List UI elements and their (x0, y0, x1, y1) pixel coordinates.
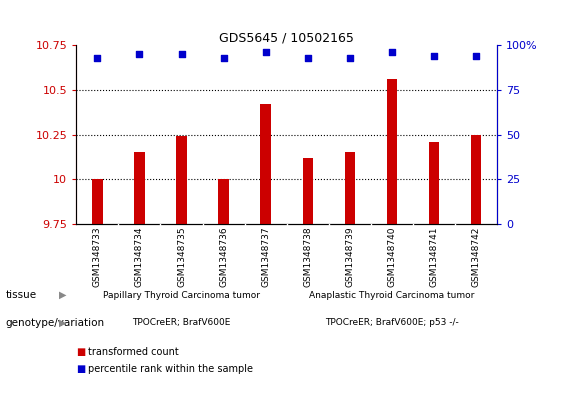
Text: GSM1348737: GSM1348737 (261, 227, 270, 288)
Point (219, 55, 228, 61)
Bar (134, 152, 145, 224)
Text: GSM1348736: GSM1348736 (219, 227, 228, 288)
Text: percentile rank within the sample: percentile rank within the sample (88, 364, 253, 375)
Title: GDS5645 / 10502165: GDS5645 / 10502165 (219, 31, 354, 44)
Bar (429, 142, 440, 224)
Text: GSM1348740: GSM1348740 (388, 227, 397, 287)
Text: GSM1348733: GSM1348733 (93, 227, 102, 288)
Bar (302, 158, 313, 224)
Bar (386, 79, 397, 224)
Bar (260, 104, 271, 224)
Text: TPOCreER; BrafV600E: TPOCreER; BrafV600E (132, 318, 231, 327)
Text: GSM1348742: GSM1348742 (472, 227, 481, 287)
Point (93, 55, 102, 61)
Point (135, 51, 144, 57)
Bar (345, 152, 355, 224)
Point (388, 49, 397, 55)
Text: transformed count: transformed count (88, 347, 179, 357)
Point (303, 55, 312, 61)
Text: ▶: ▶ (59, 290, 67, 300)
Text: tissue: tissue (6, 290, 37, 300)
Text: ▶: ▶ (59, 318, 67, 328)
Text: ■: ■ (76, 364, 85, 375)
Text: GSM1348735: GSM1348735 (177, 227, 186, 288)
Point (261, 49, 270, 55)
Text: Papillary Thyroid Carcinoma tumor: Papillary Thyroid Carcinoma tumor (103, 291, 260, 299)
Bar (471, 134, 481, 224)
Text: GSM1348739: GSM1348739 (345, 227, 354, 288)
Text: GSM1348738: GSM1348738 (303, 227, 312, 288)
Bar (176, 136, 187, 224)
Point (345, 55, 354, 61)
Text: GSM1348734: GSM1348734 (135, 227, 144, 287)
Bar (218, 179, 229, 224)
Point (472, 53, 481, 59)
Text: GSM1348741: GSM1348741 (429, 227, 438, 287)
Text: Anaplastic Thyroid Carcinoma tumor: Anaplastic Thyroid Carcinoma tumor (309, 291, 475, 299)
Point (177, 51, 186, 57)
Text: TPOCreER; BrafV600E; p53 -/-: TPOCreER; BrafV600E; p53 -/- (325, 318, 459, 327)
Point (429, 53, 438, 59)
Bar (92, 179, 103, 224)
Text: ■: ■ (76, 347, 85, 357)
Text: genotype/variation: genotype/variation (6, 318, 105, 328)
